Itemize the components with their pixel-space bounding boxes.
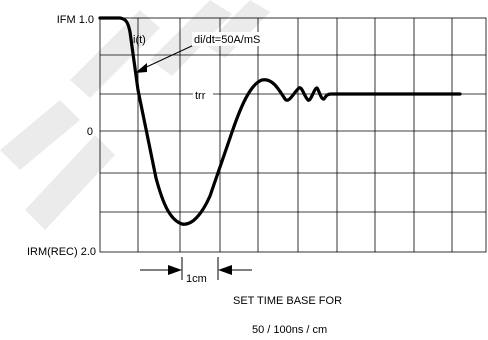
didt-arrowhead xyxy=(135,63,147,73)
label-trr: trr xyxy=(195,90,206,102)
recovery-waveform xyxy=(98,16,462,226)
label-irm: IRM(REC) 2.0 xyxy=(27,246,96,258)
cm-arrowhead-left xyxy=(168,265,182,275)
label-1cm: 1cm xyxy=(186,273,207,285)
didt-pointer xyxy=(135,43,197,73)
label-trr-bg xyxy=(193,88,213,102)
label-didt: di/dt=50A/mS xyxy=(194,34,260,46)
watermark-stripe xyxy=(0,100,80,170)
watermark-stripe xyxy=(25,135,115,230)
label-it: i(t) xyxy=(133,34,146,46)
cm-dimension xyxy=(140,257,252,280)
watermark xyxy=(0,0,270,230)
watermark-stripe xyxy=(150,0,232,76)
grid-frame xyxy=(99,17,487,253)
grid xyxy=(99,17,487,253)
cm-arrowhead-right xyxy=(218,265,232,275)
watermark-stripe xyxy=(70,10,160,98)
label-didt-bg xyxy=(192,32,274,46)
caption-line1: SET TIME BASE FOR xyxy=(233,295,342,307)
label-ifm: IFM 1.0 xyxy=(57,14,94,26)
caption-line2: 50 / 100ns / cm xyxy=(252,324,327,336)
label-zero: 0 xyxy=(87,126,93,138)
didt-pointer-line xyxy=(139,43,197,71)
